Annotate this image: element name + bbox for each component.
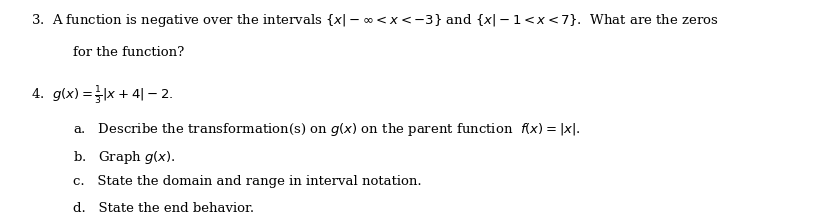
Text: for the function?: for the function? [73, 46, 184, 59]
Text: a.   Describe the transformation(s) on $g(x)$ on the parent function  $f(x) = |x: a. Describe the transformation(s) on $g(… [73, 121, 581, 138]
Text: d.   State the end behavior.: d. State the end behavior. [73, 202, 254, 215]
Text: 3.  A function is negative over the intervals $\{x|-\infty < x < -3\}$ and $\{x|: 3. A function is negative over the inter… [31, 12, 718, 29]
Text: 4.  $g(x) = \frac{1}{3}|x+4|-2.$: 4. $g(x) = \frac{1}{3}|x+4|-2.$ [31, 85, 174, 107]
Text: c.   State the domain and range in interval notation.: c. State the domain and range in interva… [73, 175, 421, 188]
Text: b.   Graph $g(x)$.: b. Graph $g(x)$. [73, 149, 175, 166]
